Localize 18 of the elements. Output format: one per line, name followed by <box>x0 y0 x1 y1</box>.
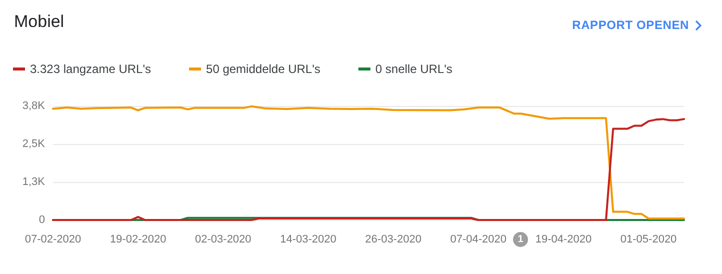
x-tick-label: 26-03-2020 <box>365 234 422 246</box>
legend-label: 0 snelle URL's <box>375 62 452 76</box>
x-tick-label: 07-04-2020 <box>450 234 507 246</box>
x-tick-label: 14-03-2020 <box>280 234 336 246</box>
x-tick-label: 07-02-2020 <box>24 234 82 246</box>
chart-title: Mobiel <box>14 12 64 32</box>
x-tick-label: 02-03-2020 <box>195 234 252 246</box>
text: RAPPORT OPENEN <box>572 18 689 32</box>
y-tick-label: 1,3K <box>22 176 46 188</box>
y-tick-label: 3,8K <box>22 100 46 112</box>
y-tick-label: 2,5K <box>22 138 46 150</box>
y-tick-label: 0 <box>38 214 45 226</box>
text: 1 <box>513 232 528 247</box>
x-tick-label: 19-04-2020 <box>535 234 592 246</box>
x-tick-label: 19-02-2020 <box>110 234 166 246</box>
legend-label: 50 gemiddelde URL's <box>206 62 320 76</box>
legend-label: 3.323 langzame URL's <box>30 62 152 76</box>
x-tick-label: 01-05-2020 <box>620 234 677 246</box>
